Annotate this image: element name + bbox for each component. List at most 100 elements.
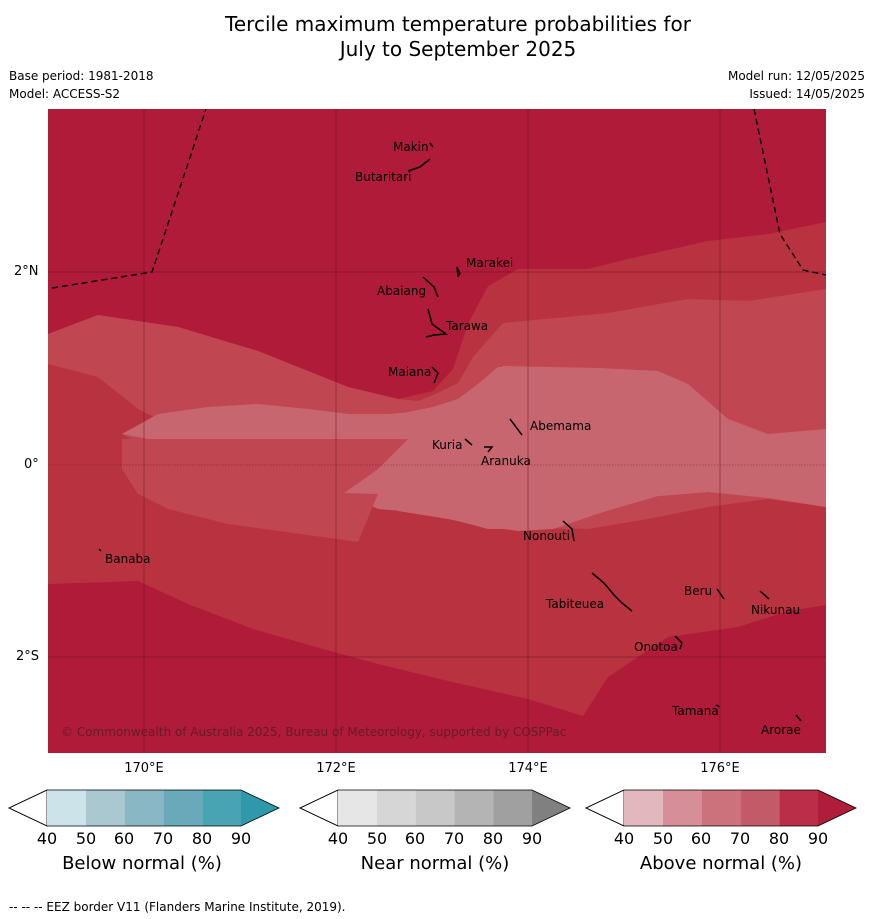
lon-label-174e: 174°E [508, 761, 548, 776]
colorbar-near-normal [299, 789, 571, 827]
label-banaba: Banaba [105, 552, 151, 566]
colorbar-swatch [338, 790, 377, 826]
label-nikunau: Nikunau [751, 603, 800, 617]
tick: 40 [36, 829, 58, 848]
label-arorae: Arorae [761, 723, 801, 737]
model-run: Model run: 12/05/2025 [727, 69, 865, 83]
island-tarawa [425, 308, 449, 338]
island-abaiang [422, 276, 439, 298]
title-line-1: Tercile maximum temperature probabilitie… [225, 12, 691, 36]
tick: 70 [729, 829, 751, 848]
label-beru: Beru [684, 584, 712, 598]
label-makin: Makin [393, 140, 429, 154]
issued-date: Issued: 14/05/2025 [749, 87, 865, 101]
graticule [48, 109, 826, 753]
lon-label-176e: 176°E [700, 761, 740, 776]
colorbar-swatch [202, 790, 241, 826]
island-beru [716, 588, 725, 600]
lon-label-172e: 172°E [316, 761, 356, 776]
colorbar-swatch [662, 790, 702, 826]
colorbar-low-extend [299, 789, 339, 827]
island-kuria [464, 438, 473, 446]
colorbar-outline [299, 789, 571, 827]
colorbar-near-label: Near normal (%) [360, 853, 510, 874]
island-aranuka [484, 446, 494, 453]
colorbar-low-extend [585, 789, 625, 827]
tick: 80 [482, 829, 504, 848]
colorbar-swatch [779, 790, 818, 826]
label-butaritari: Butaritari [355, 170, 412, 184]
tick: 70 [443, 829, 465, 848]
label-abaiang: Abaiang [377, 284, 426, 298]
tick: 70 [152, 829, 174, 848]
island-arorae [795, 714, 802, 722]
colorbar-swatch [376, 790, 416, 826]
eez-footnote: -- -- -- EEZ border V11 (Flanders Marine… [9, 900, 346, 914]
island-abemama [509, 418, 523, 436]
label-aranuka: Aranuka [481, 454, 531, 468]
lon-label-170e: 170°E [124, 761, 164, 776]
probability-map: Makin Butaritari Marakei Abaiang Tarawa … [48, 109, 826, 753]
islands [98, 142, 802, 722]
colorbar-swatch [47, 790, 86, 826]
colorbar-high-extend [532, 790, 570, 826]
colorbar-high-extend [241, 790, 279, 826]
lat-label-2n: 2°N [14, 264, 39, 279]
label-kuria: Kuria [432, 438, 463, 452]
colorbar-swatch [493, 790, 532, 826]
colorbar-swatch [163, 790, 203, 826]
island-tamana [715, 704, 721, 708]
tick: 50 [366, 829, 388, 848]
colorbar-swatch [415, 790, 455, 826]
tick: 50 [75, 829, 97, 848]
colorbar-above-swatches [585, 789, 857, 827]
colorbar-low-extend [8, 789, 48, 827]
tick: 90 [521, 829, 543, 848]
label-tabiteuea: Tabiteuea [545, 597, 604, 611]
colorbar-near-swatches [299, 789, 571, 827]
label-nonouti: Nonouti [523, 529, 570, 543]
tick: 50 [652, 829, 674, 848]
island-butaritari [407, 158, 431, 172]
island-marakei [456, 266, 461, 278]
region-above-60-core [122, 366, 826, 529]
island-makin [429, 142, 434, 148]
label-onotoa: Onotoa [634, 640, 678, 654]
island-labels: Makin Butaritari Marakei Abaiang Tarawa … [105, 140, 801, 737]
island-tabiteuea [591, 572, 633, 612]
tick: 60 [690, 829, 712, 848]
tick: 80 [768, 829, 790, 848]
colorbar-swatch [701, 790, 741, 826]
title-line-2: July to September 2025 [339, 37, 577, 61]
model-name: Model: ACCESS-S2 [9, 87, 121, 101]
tick: 90 [230, 829, 252, 848]
colorbar-outline [585, 789, 857, 827]
colorbar-swatch [85, 790, 125, 826]
lat-label-equator: 0° [24, 457, 39, 472]
colorbar-swatch [624, 790, 663, 826]
colorbar-swatch [454, 790, 494, 826]
copyright-notice: © Commonwealth of Australia 2025, Bureau… [61, 725, 566, 739]
tick: 60 [404, 829, 426, 848]
colorbar-below-swatches [8, 789, 280, 827]
label-marakei: Marakei [466, 256, 513, 270]
label-tarawa: Tarawa [445, 319, 488, 333]
tick: 90 [807, 829, 829, 848]
island-banaba [98, 548, 102, 552]
tick: 60 [113, 829, 135, 848]
colorbar-below-normal [8, 789, 280, 827]
map-title: Tercile maximum temperature probabilitie… [0, 12, 873, 62]
colorbar-swatch [740, 790, 780, 826]
meta-left: Base period: 1981-2018 Model: ACCESS-S2 [9, 69, 154, 102]
colorbar-outline [8, 789, 280, 827]
tick: 80 [191, 829, 213, 848]
colorbar-above-label: Above normal (%) [639, 853, 803, 874]
eez-border [51, 109, 826, 289]
label-tamana: Tamana [671, 704, 719, 718]
colorbar-below-label: Below normal (%) [62, 853, 222, 874]
island-nikunau [759, 590, 770, 600]
colorbar-swatch [124, 790, 164, 826]
tick: 40 [327, 829, 349, 848]
island-nonouti [562, 520, 575, 542]
island-onotoa [674, 635, 683, 650]
